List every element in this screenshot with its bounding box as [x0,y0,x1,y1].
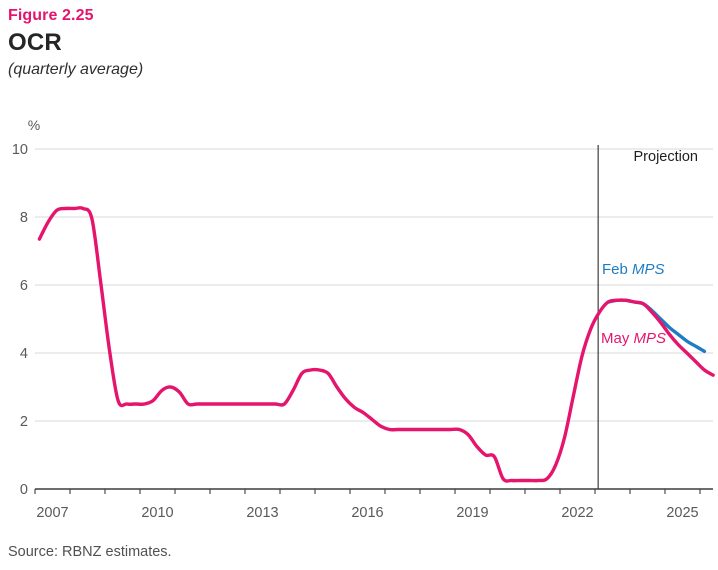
legend-may-italic: MPS [633,330,667,347]
figure-label: Figure 2.25 [8,7,94,24]
source-note: Source: RBNZ estimates. [8,544,172,560]
x-tick-label: 2022 [561,505,593,521]
legend-feb-italic: MPS [632,261,665,278]
page-title: OCR [8,29,62,56]
x-tick-label: 2013 [246,505,278,521]
legend-may-mps: May MPS [601,330,666,347]
x-tick-label: 2019 [456,505,488,521]
y-tick-label: 6 [20,278,28,294]
y-tick-label: 2 [20,414,28,430]
legend-feb-mps: Feb MPS [602,261,665,278]
x-tick-label: 2007 [36,505,68,521]
figure-header: Figure 2.25 OCR (quarterly average) [8,7,143,79]
legend-may-prefix: May [601,330,634,347]
projection-label: Projection [633,149,698,165]
y-tick-label: 10 [12,142,28,158]
y-tick-label: 0 [20,482,28,498]
series-line-may-mps [37,206,715,483]
y-tick-label: 8 [20,210,28,226]
x-tick-label: 2010 [141,505,173,521]
legend-feb-prefix: Feb [602,261,633,278]
y-tick-label: 4 [20,346,28,362]
figure-subtitle: (quarterly average) [8,61,144,78]
y-axis-unit-label: % [28,117,40,133]
x-tick-label: 2025 [666,505,698,521]
x-tick-label: 2016 [351,505,383,521]
